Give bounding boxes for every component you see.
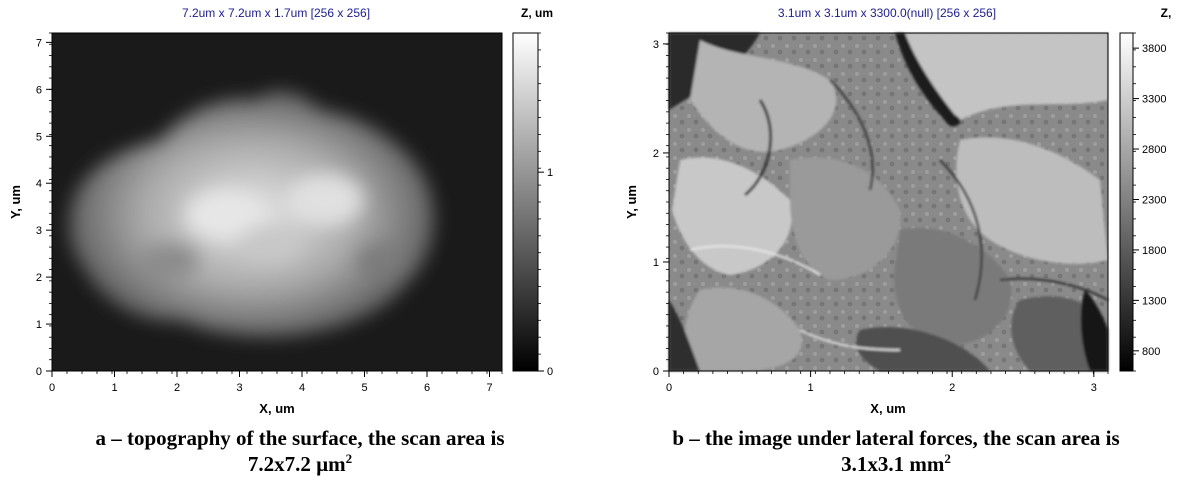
x-tick-label: 0 xyxy=(666,382,672,394)
y-tick-label: 3 xyxy=(653,39,659,51)
panel-b-colorbar-title: Z, xyxy=(1161,6,1172,20)
panel-a-colorbar-title: Z, um xyxy=(521,6,553,20)
y-tick-label: 0 xyxy=(36,366,42,378)
x-tick-label: 6 xyxy=(424,382,430,394)
colorbar-tick-label: 0 xyxy=(547,366,553,378)
colorbar-tick-label: 1 xyxy=(547,167,553,179)
caption-a: a – topography of the surface, the scan … xyxy=(40,425,560,477)
colorbar-tick-label: 2800 xyxy=(1142,144,1166,156)
panel-b-header: 3.1um x 3.1um x 3300.0(null) [256 x 256] xyxy=(778,6,996,20)
y-tick-label: 1 xyxy=(36,319,42,331)
colorbar-tick-label: 1300 xyxy=(1142,295,1166,307)
caption-b-line2: 3.1x3.1 mm2 xyxy=(841,451,951,476)
x-tick-label: 0 xyxy=(49,382,55,394)
x-tick-label: 4 xyxy=(299,382,305,394)
panel-b-colorbar xyxy=(1119,32,1134,372)
panel-b-ylabel: Y, um xyxy=(624,185,639,219)
panel-b-xlabel: X, um xyxy=(870,401,905,416)
colorbar-tick-label: 2300 xyxy=(1142,194,1166,206)
panel-b-colorbar-ticks: 800 1300 1800 2300 2800 3300 3800 xyxy=(1133,32,1166,372)
x-tick-label: 3 xyxy=(236,382,242,394)
panel-b: 3.1um x 3.1um x 3300.0(null) [256 x 256] xyxy=(624,6,1171,416)
x-tick-label: 7 xyxy=(486,382,492,394)
y-tick-label: 6 xyxy=(36,84,42,96)
x-tick-label: 1 xyxy=(111,382,117,394)
colorbar-tick-label: 3300 xyxy=(1142,94,1166,106)
panel-b-axes: 0 1 2 3 0 1 2 3 xyxy=(653,32,1109,394)
panel-a-topography-blob xyxy=(69,91,434,337)
panel-a-axes: 0 1 2 3 4 5 6 7 0 1 2 3 4 5 6 7 xyxy=(36,32,503,394)
y-tick-label: 3 xyxy=(36,225,42,237)
x-tick-label: 2 xyxy=(949,382,955,394)
y-tick-label: 2 xyxy=(653,148,659,160)
caption-a-line2: 7.2x7.2 µm2 xyxy=(247,451,353,476)
colorbar-tick-label: 3800 xyxy=(1142,43,1166,55)
caption-b: b – the image under lateral forces, the … xyxy=(606,425,1186,477)
panel-a-header: 7.2um x 7.2um x 1.7um [256 x 256] xyxy=(182,6,370,20)
y-tick-label: 5 xyxy=(36,131,42,143)
y-tick-label: 0 xyxy=(653,366,659,378)
y-tick-label: 1 xyxy=(653,257,659,269)
caption-a-line1: a – topography of the surface, the scan … xyxy=(95,426,505,450)
panel-a-ylabel: Y, um xyxy=(8,185,23,219)
colorbar-tick-label: 1800 xyxy=(1142,245,1166,257)
caption-b-line1: b – the image under lateral forces, the … xyxy=(672,426,1120,450)
panel-a-colorbar xyxy=(512,32,539,372)
x-tick-label: 5 xyxy=(361,382,367,394)
x-tick-label: 1 xyxy=(808,382,814,394)
x-tick-label: 3 xyxy=(1091,382,1097,394)
y-tick-label: 7 xyxy=(36,37,42,49)
panel-a-colorbar-ticks: 01 xyxy=(538,32,553,378)
colorbar-tick-label: 800 xyxy=(1142,346,1160,358)
panel-b-lateral-force-texture xyxy=(669,33,1109,371)
y-tick-label: 2 xyxy=(36,272,42,284)
x-tick-label: 2 xyxy=(174,382,180,394)
panel-a-xlabel: X, um xyxy=(259,401,294,416)
y-tick-label: 4 xyxy=(36,178,42,190)
